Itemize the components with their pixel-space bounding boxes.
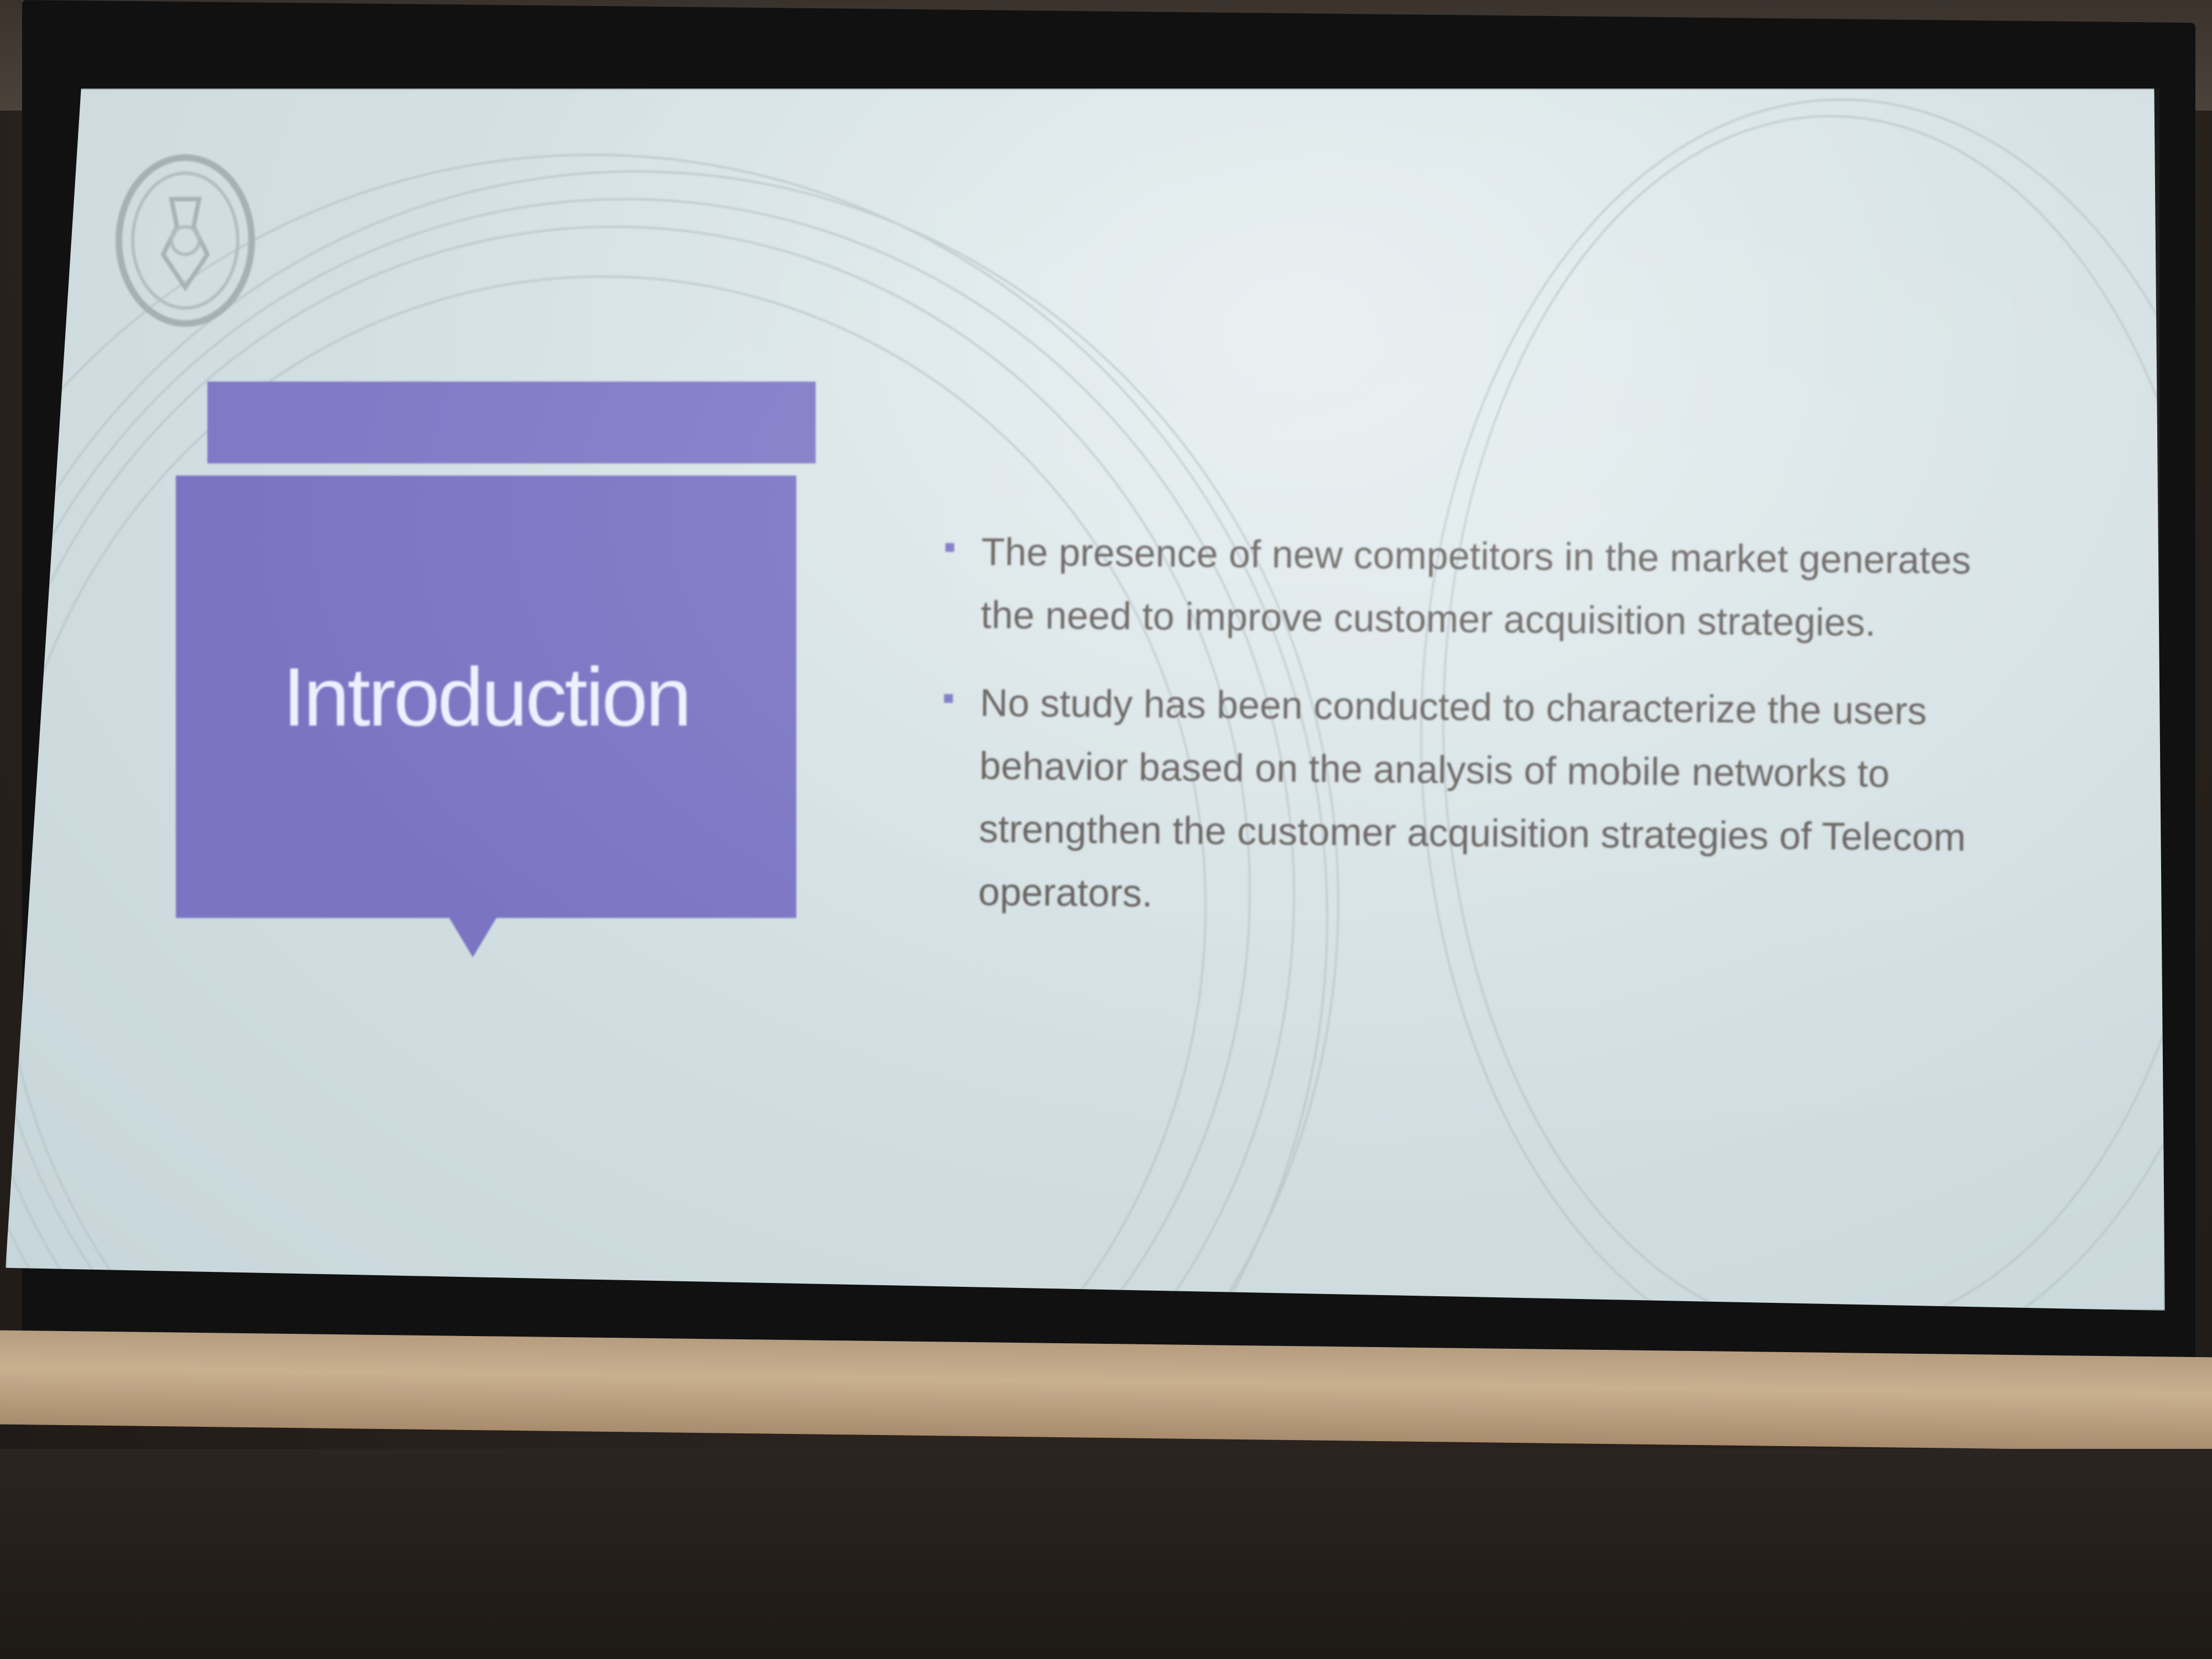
- bullet-text: The presence of new competitors in the m…: [980, 530, 1971, 644]
- square-bullet-icon: [945, 542, 954, 552]
- decorative-arcs: [6, 98, 2165, 1311]
- bullet-list: The presence of new competitors in the m…: [942, 520, 2052, 957]
- square-bullet-icon: [944, 693, 953, 703]
- bullet-text: No study has been conducted to character…: [978, 681, 1966, 915]
- slide-title: Introduction: [283, 650, 692, 743]
- title-accent-bar: [207, 382, 816, 463]
- university-seal-icon: [116, 154, 255, 327]
- title-callout-box: [176, 476, 796, 918]
- lower-wall: [0, 1449, 2212, 1659]
- bullet-item: The presence of new competitors in the m…: [945, 520, 1988, 655]
- projected-slide: Introduction The presence of new competi…: [6, 88, 2165, 1311]
- bullet-item: No study has been conducted to character…: [942, 671, 1987, 932]
- callout-pointer: [448, 916, 498, 957]
